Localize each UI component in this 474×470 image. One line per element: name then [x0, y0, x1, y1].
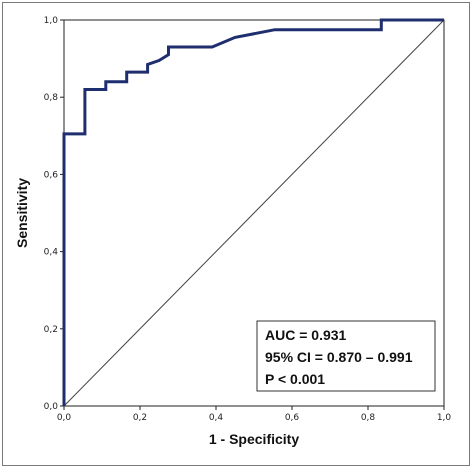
y-tick-label: 0,2 — [44, 325, 58, 335]
y-tick-label: 0,8 — [44, 93, 59, 103]
roc-curve-line — [62, 18, 444, 406]
x-tick-label: 0,4 — [209, 413, 224, 423]
x-tick-label: 0,8 — [361, 413, 376, 423]
tick-group: 0,0 0,2 0,4 0,6 0,8 1,0 0,0 0,2 0,4 0,6 0,8 1,0 — [44, 16, 452, 423]
x-tick-label: 0,6 — [285, 413, 300, 423]
x-tick-label: 1,0 — [437, 413, 452, 423]
auc-label: AUC = 0.931 — [265, 327, 347, 343]
x-tick-label: 0,0 — [57, 413, 72, 423]
x-axis-label: 1 - Specificity — [209, 431, 299, 447]
y-tick-label: 1,0 — [44, 16, 59, 26]
y-tick-label: 0,0 — [44, 402, 59, 412]
p-value-label: P < 0.001 — [265, 371, 325, 387]
stats-legend-box: AUC = 0.931 95% CI = 0.870 – 0.991 P < 0… — [256, 320, 436, 392]
y-axis-label: Sensitivity — [14, 178, 30, 248]
x-tick-label: 0,2 — [133, 413, 147, 423]
reference-diagonal-line — [63, 19, 445, 407]
figure-frame — [2, 2, 470, 466]
y-tick-label: 0,6 — [44, 170, 59, 180]
ci-label: 95% CI = 0.870 – 0.991 — [265, 349, 413, 365]
y-tick-label: 0,4 — [44, 248, 59, 258]
